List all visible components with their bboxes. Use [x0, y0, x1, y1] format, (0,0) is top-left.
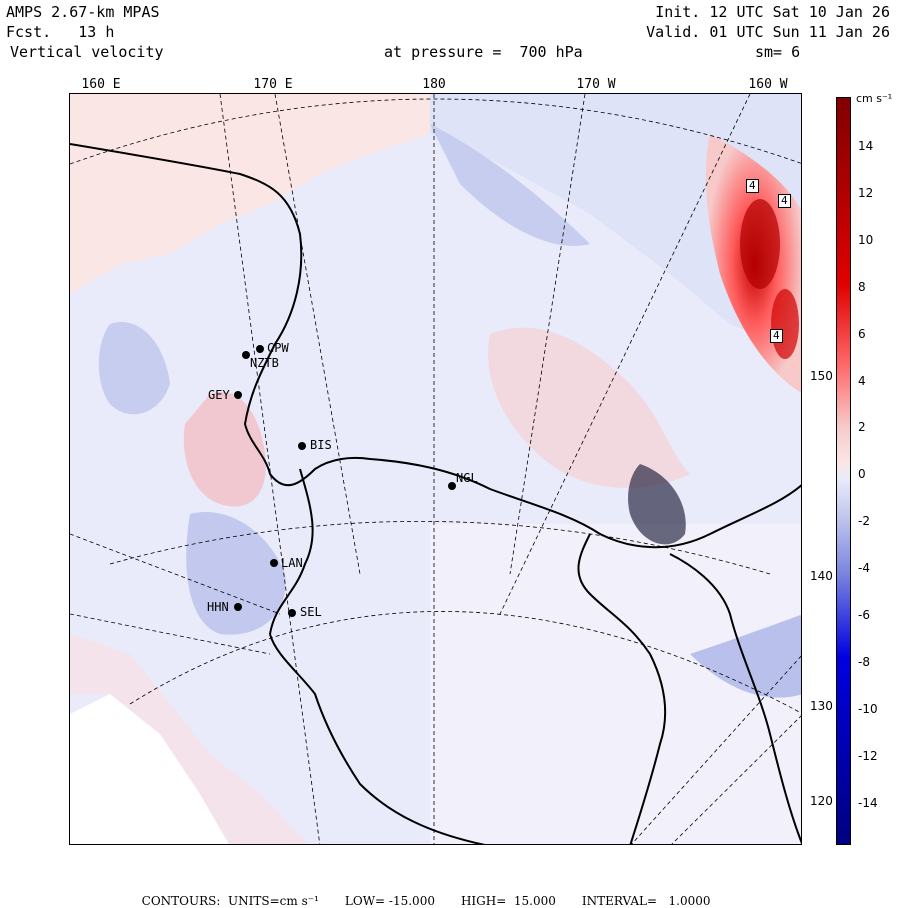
- colorbar: [836, 97, 851, 845]
- colorbar-tick-label: -12: [858, 748, 878, 763]
- lon-label-180: 180: [422, 77, 446, 92]
- colorbar-tick-label: 10: [858, 232, 874, 247]
- contour-low: LOW= -15.000: [344, 894, 435, 908]
- station-marker: [288, 609, 296, 617]
- valid-time: Valid. 01 UTC Sun 11 Jan 26: [646, 23, 890, 41]
- colorbar-tick-label: 4: [858, 373, 866, 388]
- colorbar-tick-label: -14: [858, 795, 878, 810]
- colorbar-tick-label: -2: [858, 514, 870, 529]
- contour-high: HIGH= 15.000: [460, 894, 556, 908]
- lon-label-170e: 170 E: [253, 77, 293, 92]
- forecast-hour: Fcst. 13 h: [6, 23, 115, 41]
- station-marker: [256, 345, 264, 353]
- station-marker: [234, 391, 242, 399]
- contour-label: 4: [770, 329, 783, 343]
- station-marker: [448, 482, 456, 490]
- colorbar-tick-label: -8: [858, 654, 870, 669]
- init-time: Init. 12 UTC Sat 10 Jan 26: [655, 3, 890, 21]
- colorbar-tick-label: -10: [858, 701, 878, 716]
- field-name: Vertical velocity: [10, 43, 164, 61]
- pressure-level: at pressure = 700 hPa: [384, 43, 583, 61]
- station-label-hhn: HHN: [207, 600, 229, 614]
- station-marker: [298, 442, 306, 450]
- colorbar-tick-label: -6: [858, 608, 870, 622]
- contour-info: CONTOURS: UNITS=cm s⁻¹ LOW= -15.000 HIGH= …: [134, 880, 737, 908]
- positive-region-nw: [70, 94, 430, 294]
- station-label-sel: SEL: [300, 605, 322, 619]
- station-label-lan: LAN: [281, 556, 303, 570]
- vertical-velocity-map: 4 4 4 CPW NZTB GEY BIS NGL LAN HHN SEL 1…: [69, 93, 802, 845]
- colorbar-unit: cm s⁻¹: [856, 92, 893, 105]
- colorbar-tick-label: -4: [858, 561, 870, 576]
- station-marker: [234, 603, 242, 611]
- station-label-nztb: NZTB: [250, 356, 279, 370]
- map-graphics: [70, 94, 801, 844]
- contour-label: 4: [746, 179, 759, 193]
- graticule: [70, 94, 801, 844]
- colorbar-tick-label: 14: [858, 139, 874, 153]
- missing-data-area: [70, 694, 229, 844]
- station-marker: [242, 351, 250, 359]
- lon-label-160e: 160 E: [81, 77, 121, 92]
- colorbar-tick-label: 2: [858, 420, 866, 435]
- model-title: AMPS 2.67-km MPAS: [6, 3, 160, 21]
- contour-label: 4: [778, 194, 791, 208]
- station-label-cpw: CPW: [267, 341, 289, 355]
- lon-label-160w: 160 W: [748, 77, 788, 92]
- coastline: [70, 143, 801, 844]
- contour-units: CONTOURS: UNITS=cm s⁻¹: [141, 894, 319, 908]
- station-marker: [270, 559, 278, 567]
- contour-interval: INTERVAL= 1.0000: [581, 894, 711, 908]
- colorbar-tick-label: 8: [858, 279, 866, 294]
- colorbar-tick-label: 0: [858, 467, 866, 482]
- colorbar-tick-label: 6: [858, 326, 866, 341]
- station-label-bis: BIS: [310, 438, 332, 452]
- station-label-gey: GEY: [208, 388, 230, 402]
- lon-label-170w: 170 W: [576, 77, 616, 92]
- colorbar-tick-label: 12: [858, 185, 874, 200]
- station-label-ngl: NGL: [456, 471, 478, 485]
- smoothing-value: sm= 6: [755, 43, 801, 61]
